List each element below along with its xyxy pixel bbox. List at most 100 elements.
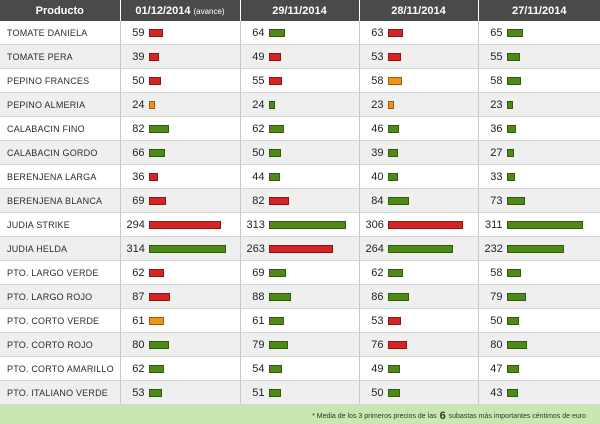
price-cell: 51 <box>240 380 360 405</box>
price-value: 51 <box>252 386 265 399</box>
price-cell: 23 <box>359 92 479 117</box>
price-value: 39 <box>132 50 145 63</box>
price-bar <box>387 364 400 373</box>
price-bar <box>387 220 463 229</box>
price-bar <box>387 292 409 301</box>
price-value: 80 <box>132 338 145 351</box>
header-row: Producto 01/12/2014 (avance) 29/11/2014 2… <box>0 0 600 21</box>
price-value: 232 <box>484 242 503 255</box>
price-cell: 79 <box>478 284 600 309</box>
product-name: PTO. LARGO ROJO <box>0 284 121 309</box>
price-value: 84 <box>371 194 384 207</box>
price-cell: 36 <box>120 164 241 189</box>
price-value: 62 <box>371 266 384 279</box>
footer-note-number: 6 <box>439 410 446 422</box>
price-value: 82 <box>132 122 145 135</box>
price-value: 79 <box>490 290 503 303</box>
date-label: 01/12/2014 <box>135 4 191 17</box>
price-bar <box>506 364 519 373</box>
price-value: 50 <box>252 146 265 159</box>
price-bar <box>148 244 226 253</box>
price-cell: 87 <box>120 284 241 309</box>
price-cell: 24 <box>240 92 360 117</box>
price-bar <box>148 148 165 157</box>
price-bar <box>387 268 403 277</box>
price-value: 311 <box>484 218 503 231</box>
price-cell: 86 <box>359 284 479 309</box>
price-value: 88 <box>252 290 265 303</box>
price-value: 82 <box>252 194 265 207</box>
table-row: PTO. LARGO ROJO 87 88 86 79 <box>0 284 600 309</box>
price-cell: 53 <box>359 308 479 333</box>
price-cell: 84 <box>359 188 479 213</box>
price-bar <box>268 28 285 37</box>
price-value: 55 <box>252 74 265 87</box>
table-row: PEPINO FRANCES 50 55 58 58 <box>0 68 600 93</box>
price-bar <box>506 268 521 277</box>
price-value: 36 <box>490 122 503 135</box>
price-value: 54 <box>252 362 265 375</box>
price-bar <box>387 148 398 157</box>
price-cell: 39 <box>120 44 241 69</box>
price-value: 314 <box>126 242 145 255</box>
price-value: 61 <box>132 314 145 327</box>
price-value: 62 <box>132 362 145 375</box>
price-bar <box>148 292 170 301</box>
price-cell: 49 <box>240 44 360 69</box>
price-value: 49 <box>371 362 384 375</box>
price-cell: 53 <box>359 44 479 69</box>
price-cell: 33 <box>478 164 600 189</box>
price-cell: 314 <box>120 236 241 261</box>
price-cell: 36 <box>478 116 600 141</box>
price-cell: 49 <box>359 356 479 381</box>
table-row: TOMATE DANIELA 59 64 63 65 <box>0 21 600 45</box>
price-value: 313 <box>246 218 265 231</box>
price-bar <box>268 100 275 109</box>
footer-note: * Media de los 3 primeros precios de las… <box>312 409 586 422</box>
price-value: 24 <box>252 98 265 111</box>
table-row: PTO. LARGO VERDE 62 69 62 58 <box>0 260 600 285</box>
price-bar <box>506 172 515 181</box>
price-bar <box>148 220 221 229</box>
price-cell: 55 <box>240 68 360 93</box>
price-bar <box>268 340 288 349</box>
price-value: 69 <box>252 266 265 279</box>
price-bar <box>148 28 163 37</box>
price-bar <box>387 52 401 61</box>
price-bar <box>387 340 407 349</box>
price-cell: 69 <box>120 188 241 213</box>
price-value: 46 <box>371 122 384 135</box>
price-cell: 24 <box>120 92 241 117</box>
product-name: BERENJENA LARGA <box>0 164 121 189</box>
price-value: 58 <box>490 266 503 279</box>
price-bar <box>268 364 282 373</box>
price-bar <box>268 244 333 253</box>
price-bar <box>387 100 394 109</box>
price-bar <box>387 172 398 181</box>
price-cell: 40 <box>359 164 479 189</box>
price-value: 62 <box>132 266 145 279</box>
price-cell: 63 <box>359 21 479 45</box>
footer-bar: * Media de los 3 primeros precios de las… <box>0 405 600 424</box>
product-name: CALABACIN GORDO <box>0 140 121 165</box>
price-cell: 58 <box>478 260 600 285</box>
price-cell: 80 <box>478 332 600 357</box>
price-cell: 264 <box>359 236 479 261</box>
product-column-header: Producto <box>0 0 121 21</box>
price-value: 69 <box>132 194 145 207</box>
advance-note: (avance) <box>193 6 225 16</box>
table-row: TOMATE PERA 39 49 53 55 <box>0 44 600 69</box>
price-bar <box>506 220 583 229</box>
price-value: 63 <box>371 26 384 39</box>
price-value: 36 <box>132 170 145 183</box>
table-row: PEPINO ALMERIA 24 24 23 23 <box>0 92 600 117</box>
price-cell: 62 <box>240 116 360 141</box>
date-column-header-1: 01/12/2014 (avance) <box>120 0 241 21</box>
price-bar <box>148 196 166 205</box>
price-cell: 58 <box>478 68 600 93</box>
price-cell: 39 <box>359 140 479 165</box>
product-name: CALABACIN FINO <box>0 116 121 141</box>
product-name: TOMATE PERA <box>0 44 121 69</box>
price-bar <box>506 340 527 349</box>
price-value: 24 <box>132 98 145 111</box>
